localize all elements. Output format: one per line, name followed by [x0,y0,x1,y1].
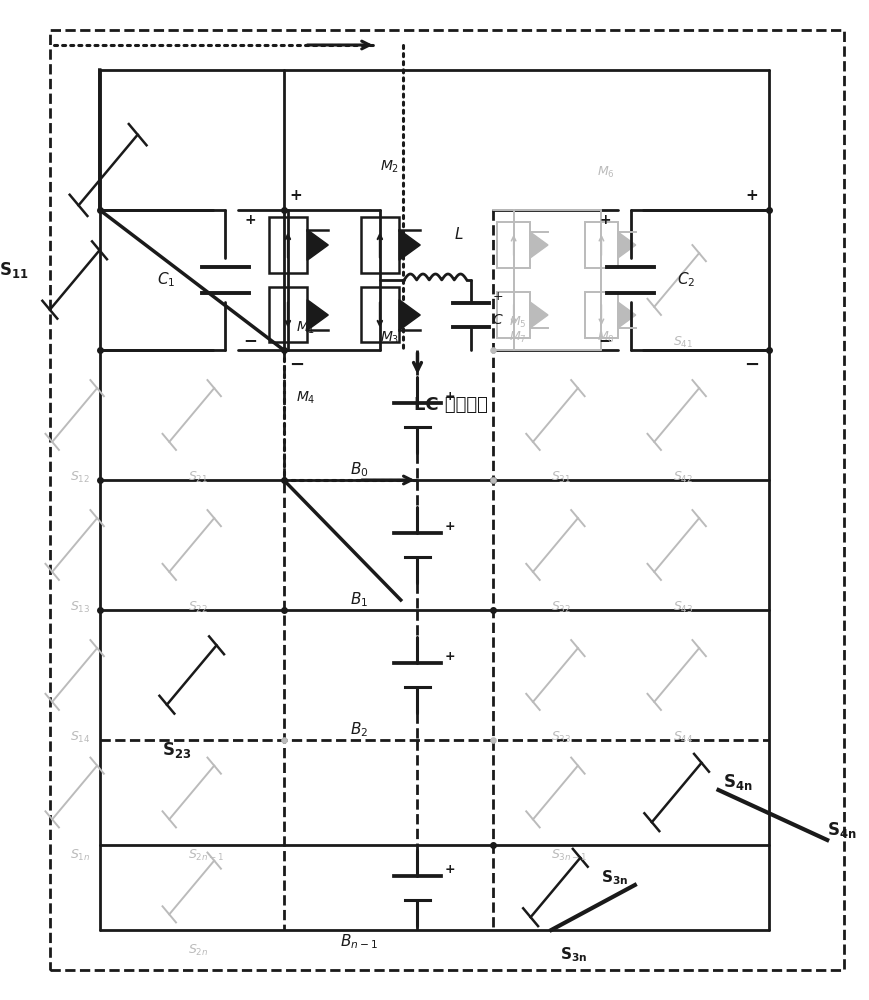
Text: $M_1$: $M_1$ [296,320,315,336]
Text: −: − [243,331,257,349]
Text: $S_{31}$: $S_{31}$ [551,470,572,485]
Text: −: − [289,356,304,374]
Text: $L$: $L$ [454,226,463,242]
Text: +: + [444,863,454,876]
Text: $S_{42}$: $S_{42}$ [673,470,693,485]
Bar [585,222,618,268]
Text: $\mathbf{S_{23}}$: $\mathbf{S_{23}}$ [163,740,192,760]
Text: −: − [745,356,760,374]
Text: −: − [599,331,613,349]
Text: +: + [746,188,759,202]
Polygon shape [530,302,548,328]
Text: $S_{44}$: $S_{44}$ [673,730,693,745]
Text: $M_2$: $M_2$ [380,159,399,175]
Text: +: + [290,188,302,202]
Text: $C_1$: $C_1$ [156,271,175,289]
Text: $S_{13}$: $S_{13}$ [70,600,91,615]
Text: $B_1$: $B_1$ [350,590,368,609]
Text: +: + [444,520,454,533]
Bar [585,292,618,338]
Polygon shape [307,230,328,260]
Text: $S_{21}$: $S_{21}$ [188,470,208,485]
Text: +: + [444,650,454,664]
Polygon shape [618,232,636,258]
Text: $M_5$: $M_5$ [509,315,527,330]
Text: $M_7$: $M_7$ [509,330,527,345]
Text: $\mathbf{S_{11}}$: $\mathbf{S_{11}}$ [0,260,29,280]
Text: +: + [600,213,612,227]
Text: $C_2$: $C_2$ [677,271,695,289]
Text: $S_{22}$: $S_{22}$ [188,600,208,615]
Text: $B_2$: $B_2$ [350,720,368,739]
Text: $S_{41}$: $S_{41}$ [673,335,693,350]
Polygon shape [530,232,548,258]
Text: LC 谐振变换: LC 谐振变换 [414,396,488,414]
Text: $\mathbf{S_{3n}}$: $\mathbf{S_{3n}}$ [560,945,587,964]
Text: $\mathbf{S_{3n}}$: $\mathbf{S_{3n}}$ [601,868,629,887]
Polygon shape [399,230,421,260]
Bar [361,218,399,272]
Text: $S_{14}$: $S_{14}$ [70,730,91,745]
Text: +: + [444,390,454,403]
Text: $M_4$: $M_4$ [296,390,315,406]
Text: $\mathbf{S_{4n}}$: $\mathbf{S_{4n}}$ [827,820,857,840]
Text: $S_{2n-1}$: $S_{2n-1}$ [188,847,224,863]
Bar [497,292,530,338]
Text: $S_{32}$: $S_{32}$ [551,600,572,615]
Text: $S_{33}$: $S_{33}$ [551,730,572,745]
Text: $B_0$: $B_0$ [349,460,368,479]
Text: +: + [244,213,256,227]
Text: $M_6$: $M_6$ [597,165,615,180]
Text: $\mathbf{S_{4n}}$: $\mathbf{S_{4n}}$ [723,772,753,792]
Bar [361,287,399,342]
Text: $S_{2n}$: $S_{2n}$ [188,942,208,958]
Polygon shape [307,300,328,330]
Bar [269,218,307,272]
Text: $+$: $+$ [492,290,503,303]
Text: $M_8$: $M_8$ [597,330,615,345]
Text: $S_{12}$: $S_{12}$ [70,470,90,485]
Text: $S_{1n}$: $S_{1n}$ [70,847,91,863]
Text: $M_3$: $M_3$ [380,330,399,346]
Text: $B_{n-1}$: $B_{n-1}$ [340,932,378,951]
Bar [497,222,530,268]
Text: $S_{3n-1}$: $S_{3n-1}$ [551,847,587,863]
Bar [269,287,307,342]
Text: $C$: $C$ [492,313,503,327]
Text: $S_{43}$: $S_{43}$ [673,600,693,615]
Polygon shape [399,300,421,330]
Polygon shape [618,302,636,328]
